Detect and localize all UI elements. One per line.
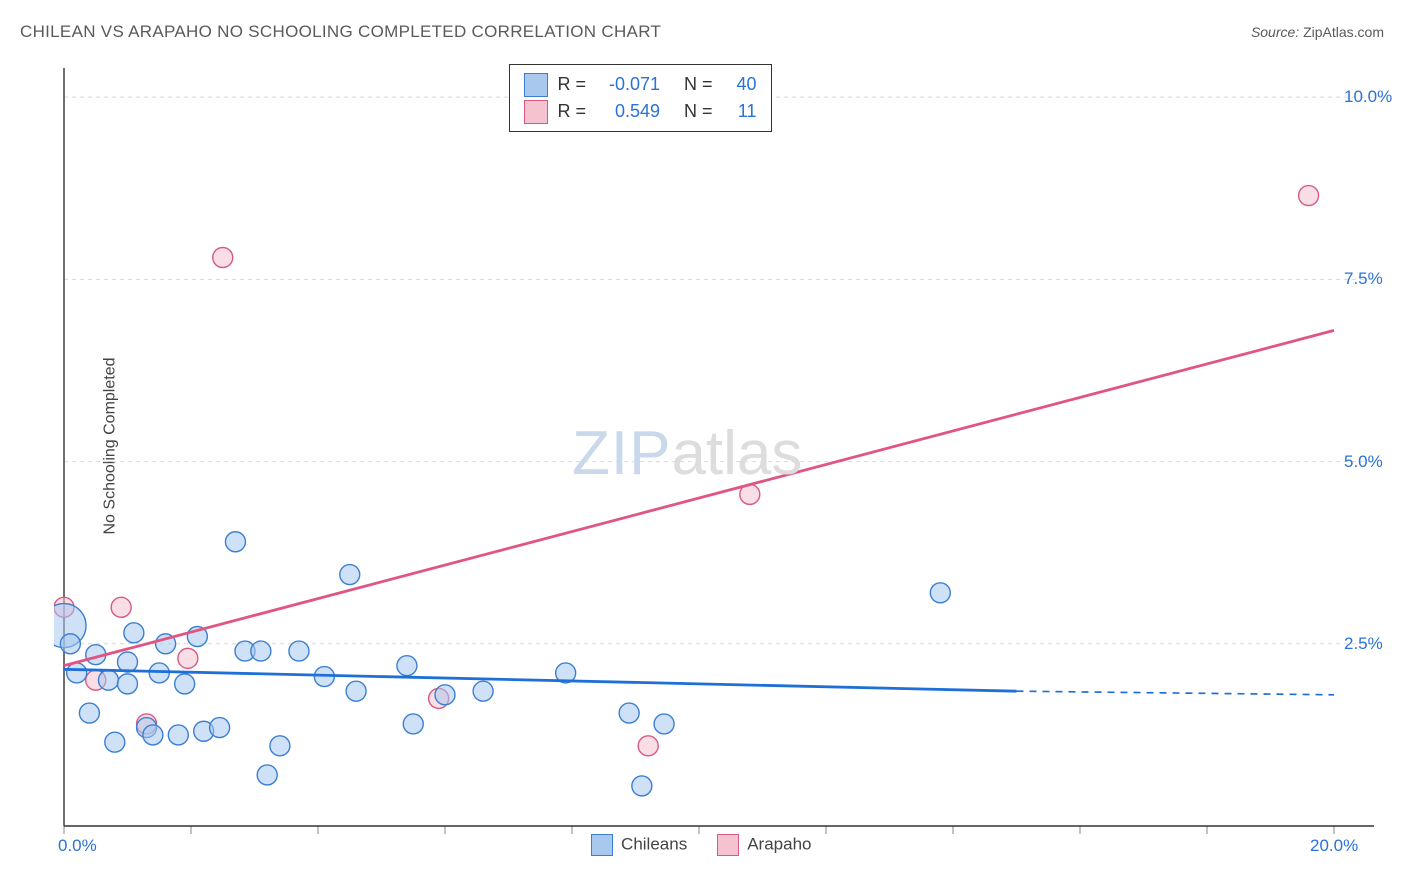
legend-row: R = 0.549 N = 11 [524, 98, 757, 125]
legend-row: R = -0.071 N = 40 [524, 71, 757, 98]
data-point [213, 248, 233, 268]
data-point [118, 652, 138, 672]
data-point [118, 674, 138, 694]
source-value: ZipAtlas.com [1303, 24, 1384, 40]
chart-title: CHILEAN VS ARAPAHO NO SCHOOLING COMPLETE… [20, 22, 661, 42]
data-point [105, 732, 125, 752]
y-tick-label: 10.0% [1344, 87, 1392, 107]
legend-label: Arapaho [747, 834, 811, 853]
legend-r-value: -0.071 [600, 71, 660, 98]
legend-r-label: R = [558, 98, 587, 125]
legend-label: Chileans [621, 834, 687, 853]
legend-n-label: N = [674, 71, 713, 98]
data-point [397, 656, 417, 676]
data-point [632, 776, 652, 796]
trend-line-chileans-dash [1017, 691, 1335, 695]
data-point [124, 623, 144, 643]
y-tick-label: 7.5% [1344, 269, 1383, 289]
correlation-legend: R = -0.071 N = 40 R = 0.549 N = 11 [509, 64, 772, 132]
legend-item: Chileans [591, 834, 687, 856]
legend-swatch-icon [717, 834, 739, 856]
data-point [143, 725, 163, 745]
data-point [60, 634, 80, 654]
trend-line-arapaho [64, 330, 1334, 665]
data-point [98, 670, 118, 690]
data-point [270, 736, 290, 756]
x-tick-label: 20.0% [1310, 836, 1358, 856]
legend-swatch-icon [524, 73, 548, 97]
data-point [178, 648, 198, 668]
data-point [225, 532, 245, 552]
x-tick-label: 0.0% [58, 836, 97, 856]
source-attribution: Source: ZipAtlas.com [1251, 24, 1384, 40]
data-point [654, 714, 674, 734]
data-point [619, 703, 639, 723]
legend-r-value: 0.549 [600, 98, 660, 125]
trend-line-chileans [64, 669, 1017, 691]
y-tick-label: 2.5% [1344, 634, 1383, 654]
legend-n-label: N = [674, 98, 713, 125]
data-point [79, 703, 99, 723]
legend-item: Arapaho [717, 834, 811, 856]
y-tick-label: 5.0% [1344, 452, 1383, 472]
data-point [111, 597, 131, 617]
data-point [930, 583, 950, 603]
scatter-chart [54, 58, 1392, 858]
data-point [289, 641, 309, 661]
legend-n-value: 40 [729, 71, 757, 98]
data-point [403, 714, 423, 734]
series-legend: Chileans Arapaho [591, 834, 811, 856]
data-point [346, 681, 366, 701]
data-point [175, 674, 195, 694]
data-point [67, 663, 87, 683]
data-point [340, 565, 360, 585]
data-point [1299, 186, 1319, 206]
data-point [473, 681, 493, 701]
data-point [168, 725, 188, 745]
data-point [257, 765, 277, 785]
legend-n-value: 11 [729, 98, 757, 125]
legend-swatch-icon [591, 834, 613, 856]
data-point [251, 641, 271, 661]
legend-swatch-icon [524, 100, 548, 124]
legend-r-label: R = [558, 71, 587, 98]
data-point [210, 718, 230, 738]
data-point [435, 685, 455, 705]
source-label: Source: [1251, 24, 1299, 40]
data-point [638, 736, 658, 756]
